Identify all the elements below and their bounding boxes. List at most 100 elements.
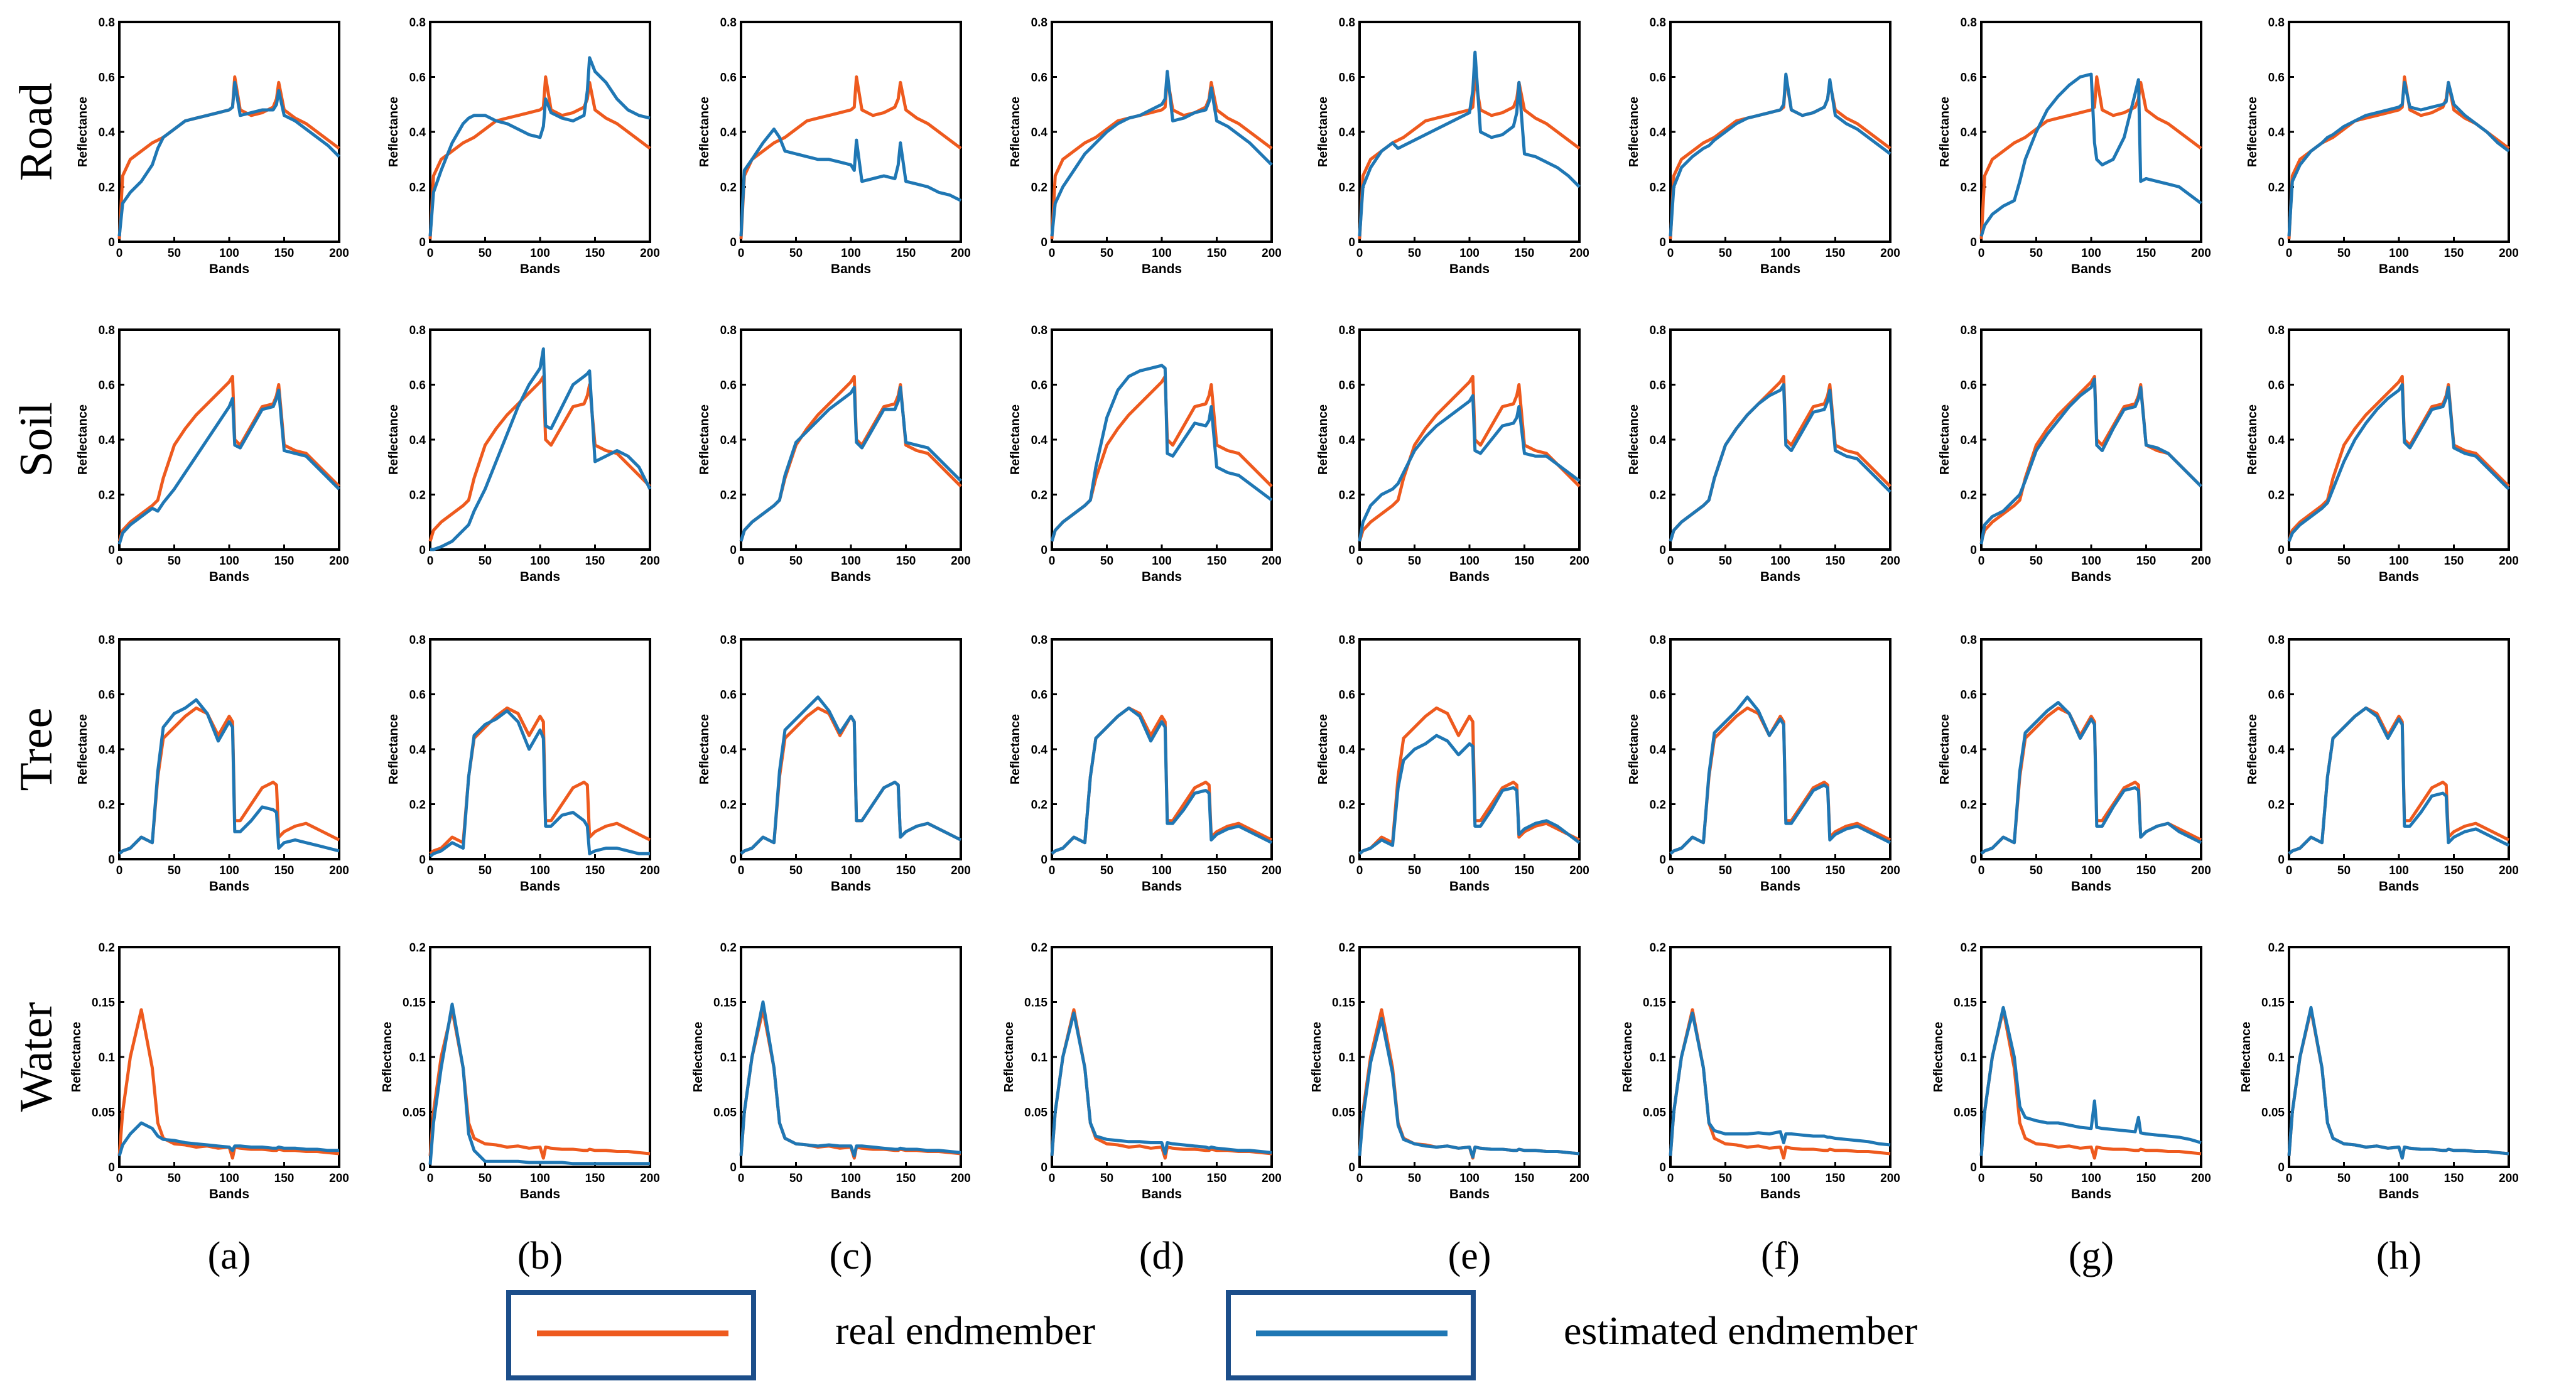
x-tick-label: 100 [2081,1172,2101,1185]
x-tick-label: 50 [2337,247,2351,260]
y-tick-label: 0.8 [1650,324,1666,337]
x-tick-label: 0 [1667,555,1674,568]
subplot-road-e: 0 50 100 150 200 0 0.2 0.4 0.6 0.8 Bands Reflectanc… [1316,16,1589,276]
x-tick-label: 200 [640,247,660,260]
subplot-soil-d: 0 50 100 150 200 0 0.2 0.4 0.6 0.8 Bands Reflectanc… [1009,324,1282,584]
y-tick-label: 0.6 [409,689,426,702]
y-tick-label: 0.8 [1339,16,1355,30]
column-label-b: (b) [517,1235,563,1277]
x-axis-label: Bands [2071,1187,2111,1201]
y-tick-label: 0 [1659,1161,1666,1174]
y-tick-label: 0.4 [2268,126,2285,139]
x-tick-label: 150 [1826,864,1846,877]
column-label-h: (h) [2376,1235,2422,1277]
y-tick-label: 0.2 [99,941,115,955]
row-label-water: Water [11,1002,62,1112]
y-tick-label: 0.6 [1650,379,1666,393]
y-tick-label: 0.2 [2268,489,2285,502]
y-tick-label: 0.6 [2268,689,2285,702]
x-tick-label: 100 [2081,247,2101,260]
y-tick-label: 0.2 [99,182,115,195]
x-tick-label: 200 [1569,1172,1589,1185]
y-tick-label: 0 [1970,853,1977,867]
legend-real-label: real endmember [835,1308,1095,1353]
y-tick-label: 0.05 [1024,1107,1047,1120]
y-tick-label: 0.6 [409,379,426,393]
x-axis-label: Bands [831,262,871,276]
series-estimated-endmember [428,1002,650,1166]
y-tick-label: 0 [108,1161,115,1174]
x-tick-label: 50 [1408,864,1421,877]
y-tick-label: 0.8 [720,324,737,337]
x-tick-label: 0 [738,247,745,260]
y-tick-label: 0 [419,236,426,249]
series-real-endmember [117,1008,340,1160]
y-axis-label: Reflectance [1009,97,1022,167]
x-tick-label: 200 [1569,864,1589,877]
x-tick-label: 100 [1459,1172,1480,1185]
y-axis-label: Reflectance [76,714,90,784]
y-tick-label: 0 [2278,236,2285,249]
y-axis-label: Reflectance [387,97,401,167]
y-axis-label: Reflectance [2246,404,2259,475]
subplot-road-a: 0 50 100 150 200 0 0.2 0.4 0.6 0.8 Bands Reflectanc… [76,16,349,276]
x-axis-label: Bands [209,262,249,276]
x-tick-label: 50 [1719,247,1732,260]
x-tick-label: 150 [2444,555,2464,568]
x-tick-label: 100 [530,1172,550,1185]
y-tick-label: 0.2 [1650,799,1666,812]
y-tick-label: 0.2 [2268,799,2285,812]
series-estimated-endmember [1358,394,1581,542]
y-tick-label: 0.2 [409,182,426,195]
x-tick-label: 0 [1978,247,1985,260]
x-tick-label: 200 [640,555,660,568]
y-tick-label: 0.6 [1031,689,1047,702]
y-tick-label: 0.2 [1650,182,1666,195]
series-estimated-endmember [1980,701,2202,855]
y-tick-label: 0 [730,1161,737,1174]
subplot-road-d: 0 50 100 150 200 0 0.2 0.4 0.6 0.8 Bands Reflectanc… [1009,16,1282,276]
y-tick-label: 0.2 [720,182,737,195]
x-tick-label: 50 [479,1172,492,1185]
series-estimated-endmember [117,1121,339,1157]
series-estimated-endmember [2287,1005,2509,1160]
y-tick-label: 0.1 [2268,1051,2285,1065]
y-axis-label: Reflectance [1316,404,1330,475]
x-axis-label: Bands [1449,1187,1490,1201]
x-tick-label: 0 [1978,864,1985,877]
series-real-endmember [1979,75,2202,239]
subplot-tree-e: 0 50 100 150 200 0 0.2 0.4 0.6 0.8 Bands Reflectanc… [1316,634,1589,894]
x-tick-label: 50 [789,247,803,260]
subplot-water-h: 0 50 100 150 200 0 0.05 0.1 0.15 0.2 Bands Reflecta… [2239,941,2519,1201]
series-estimated-endmember [1050,1011,1272,1156]
x-tick-label: 200 [1262,864,1282,877]
y-tick-label: 0.2 [720,489,737,502]
subplot-soil-h: 0 50 100 150 200 0 0.2 0.4 0.6 0.8 Bands Reflectanc… [2246,324,2519,584]
x-tick-label: 150 [2444,1172,2464,1185]
y-tick-label: 0 [1041,544,1047,557]
y-tick-label: 0.6 [1339,689,1355,702]
y-axis-label: Reflectance [1009,714,1022,784]
y-tick-label: 0.8 [1031,634,1047,647]
x-tick-label: 50 [168,864,181,877]
y-tick-label: 0.6 [99,379,115,393]
y-tick-label: 0 [2278,853,2285,867]
x-tick-label: 50 [2337,1172,2351,1185]
x-axis-label: Bands [2071,570,2111,584]
y-tick-label: 0.2 [1961,799,1977,812]
y-tick-label: 0.6 [99,689,115,702]
y-tick-label: 0.8 [99,634,115,647]
subplot-water-f: 0 50 100 150 200 0 0.05 0.1 0.15 0.2 Bands Reflecta… [1621,941,1900,1201]
x-tick-label: 200 [2499,555,2519,568]
y-axis-label: Reflectance [76,404,90,475]
subplot-soil-e: 0 50 100 150 200 0 0.2 0.4 0.6 0.8 Bands Reflectanc… [1316,324,1589,584]
x-tick-label: 50 [1100,1172,1113,1185]
x-tick-label: 0 [738,864,745,877]
y-tick-label: 0.4 [2268,744,2285,757]
y-axis-label: Reflectance [1009,404,1022,475]
y-tick-label: 0.6 [1031,72,1047,85]
x-tick-label: 150 [585,864,605,877]
y-tick-label: 0.8 [1031,324,1047,337]
series-estimated-endmember [1669,383,1891,542]
